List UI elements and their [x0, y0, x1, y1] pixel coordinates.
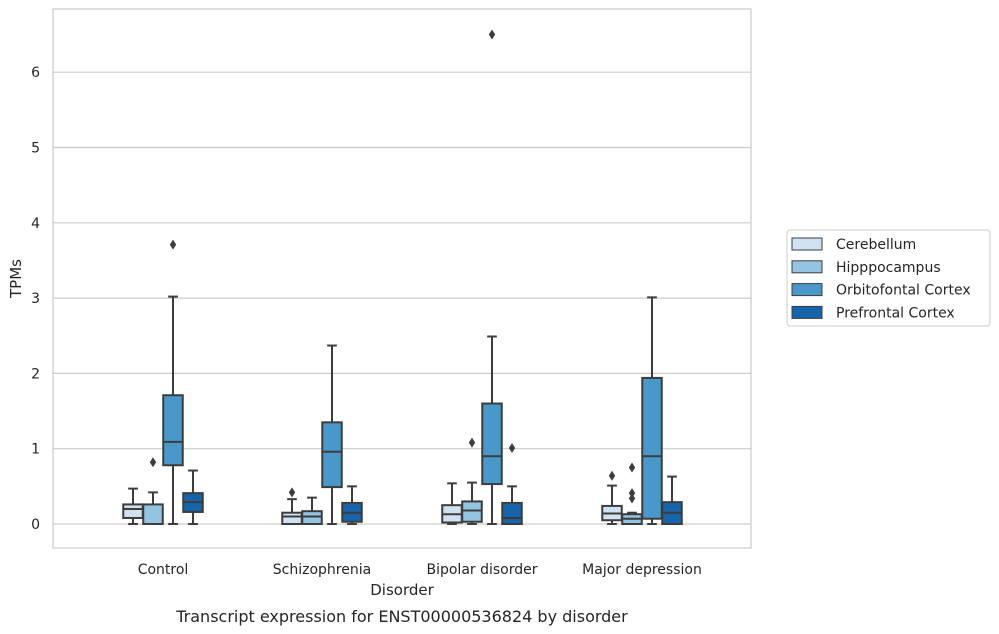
y-tick-labels: 0 1 2 3 4 5 6 — [31, 65, 40, 533]
legend-swatch — [791, 283, 823, 297]
box-body — [162, 394, 184, 467]
box-1-3 — [621, 462, 643, 525]
legend-label: Hipppocampus — [836, 260, 941, 276]
legend-swatch — [791, 237, 823, 251]
box-2-3 — [641, 296, 663, 525]
x-tick-label: Major depression — [582, 562, 702, 578]
legend-label: Prefrontal Cortex — [836, 305, 955, 321]
legend: Cerebellum Hipppocampus Orbitofontal Corte… — [786, 229, 991, 327]
y-tick-label: 0 — [31, 517, 40, 533]
box-0-3 — [601, 470, 623, 525]
box-1-2 — [461, 437, 483, 525]
outlier-point — [628, 462, 636, 473]
box-2-1 — [321, 344, 343, 525]
box-series — [122, 29, 683, 526]
x-tick-labels: Control Schizophrenia Bipolar disorder Majo… — [138, 562, 702, 578]
legend-item: Prefrontal Cortex — [791, 305, 955, 321]
box-3-0 — [182, 469, 204, 525]
legend-item: Cerebellum — [791, 237, 916, 253]
plot-frame — [52, 8, 752, 549]
box-body — [641, 376, 663, 520]
box-body — [321, 421, 343, 489]
outlier-point — [288, 487, 296, 498]
box-body — [501, 501, 523, 525]
y-tick-label: 4 — [31, 216, 40, 232]
box-body — [301, 510, 323, 526]
legend-label: Cerebellum — [836, 237, 916, 253]
x-tick-label: Schizophrenia — [273, 562, 371, 578]
legend-swatch — [791, 305, 823, 319]
box-body — [281, 511, 303, 526]
box-body — [122, 503, 144, 519]
legend-label: Orbitofontal Cortex — [836, 283, 971, 299]
box-3-1 — [341, 485, 363, 525]
box-3-2 — [501, 442, 523, 525]
outlier-point — [628, 488, 636, 499]
outlier-point — [608, 470, 616, 481]
box-2-2 — [481, 29, 503, 525]
outlier-point — [468, 437, 476, 448]
y-tick-label: 2 — [31, 366, 40, 382]
box-body — [481, 402, 503, 486]
box-body — [142, 503, 164, 525]
y-axis-title: TPMs — [7, 259, 25, 299]
box-1-0 — [142, 457, 164, 525]
legend-item: Orbitofontal Cortex — [791, 283, 971, 299]
x-tick-label: Control — [138, 562, 189, 578]
y-tick-label: 3 — [31, 291, 40, 307]
box-body — [461, 500, 483, 523]
outlier-point — [628, 493, 636, 504]
box-2-0 — [162, 239, 184, 525]
chart-caption: Transcript expression for ENST0000053682… — [175, 607, 628, 626]
box-3-3 — [661, 475, 683, 525]
outlier-point — [149, 457, 157, 468]
outlier-point — [508, 442, 516, 453]
x-axis-title: Disorder — [370, 581, 434, 599]
y-tick-label: 6 — [31, 65, 40, 81]
box-1-1 — [301, 496, 323, 526]
legend-frame — [786, 229, 991, 327]
x-tick-label: Bipolar disorder — [426, 562, 537, 578]
outlier-point — [488, 29, 496, 40]
legend-item: Hipppocampus — [791, 260, 941, 276]
legend-swatch — [791, 260, 823, 274]
box-0-0 — [122, 487, 144, 525]
box-0-2 — [441, 482, 463, 525]
outlier-point — [169, 239, 177, 250]
y-tick-label: 5 — [31, 141, 40, 157]
y-tick-label: 1 — [31, 442, 40, 458]
